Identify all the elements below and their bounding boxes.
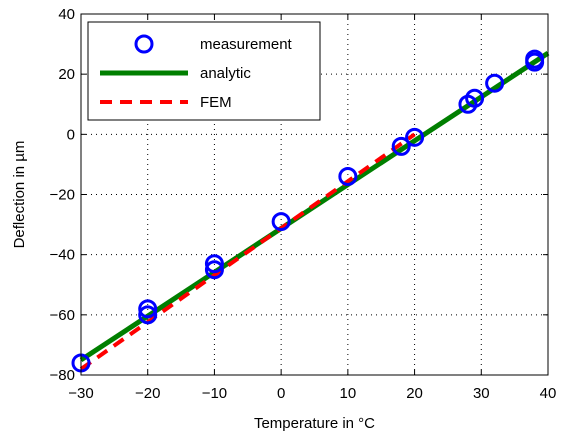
plot-series [71,49,550,373]
y-tick-label: −40 [50,247,75,264]
measurement-point [485,73,505,93]
y-tick-label: 0 [67,126,75,143]
series-line-fem [79,132,416,371]
measurement-point [138,305,158,325]
measurement-point [405,127,425,147]
legend-item-measurement: measurement [134,34,293,54]
legend-label: measurement [200,36,293,53]
x-tick-label: 10 [340,385,357,402]
measurement-point [271,212,291,232]
legend-item-fem: FEM [100,94,232,111]
x-tick-label: 30 [473,385,490,402]
axis-ticks: −30 −20 −10 0 10 20 30 40 −80 −60 −40 −20 0 20 40 [50,6,557,402]
x-tick-label: 0 [277,385,285,402]
legend-label: FEM [200,94,232,111]
measurement-point [138,299,158,319]
measurement-point [525,52,545,72]
y-tick-label: 40 [58,6,75,23]
legend-marker-icon [134,34,154,54]
y-tick-label: −20 [50,187,75,204]
x-axis-title: Temperature in °C [254,415,375,432]
x-tick-label: −10 [202,385,227,402]
x-tick-label: −30 [68,385,93,402]
y-tick-label: −80 [50,367,75,384]
x-tick-label: −20 [135,385,160,402]
measurement-point [338,166,358,186]
measurement-point [391,136,411,156]
y-tick-label: −60 [50,307,75,324]
legend-label: analytic [200,65,251,82]
y-tick-label: 20 [58,66,75,83]
legend-item-analytic: analytic [100,65,251,82]
measurement-point [204,260,224,280]
y-axis-title: Deflection in µm [11,141,28,249]
legend: measurement analytic FEM [87,21,321,121]
x-tick-label: 20 [406,385,423,402]
measurement-point [204,254,224,274]
x-tick-label: 40 [540,385,557,402]
measurement-point [465,88,485,108]
